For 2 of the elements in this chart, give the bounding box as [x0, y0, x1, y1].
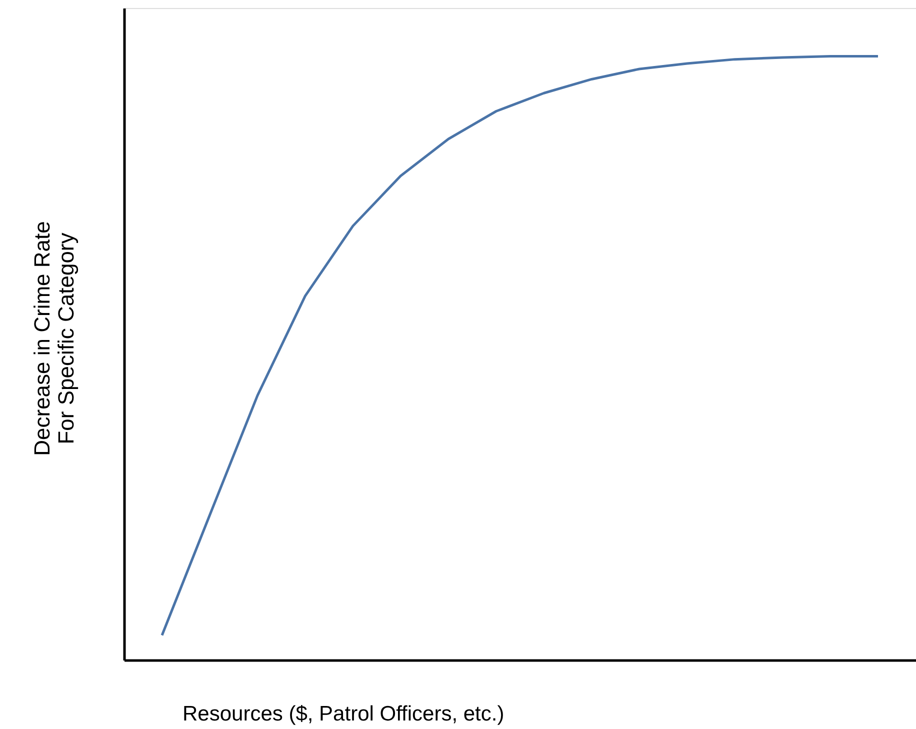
x-axis-title: Resources ($, Patrol Officers, etc.) [182, 702, 504, 726]
y-axis-title: Decrease in Crime Rate For Specific Category [30, 221, 78, 456]
